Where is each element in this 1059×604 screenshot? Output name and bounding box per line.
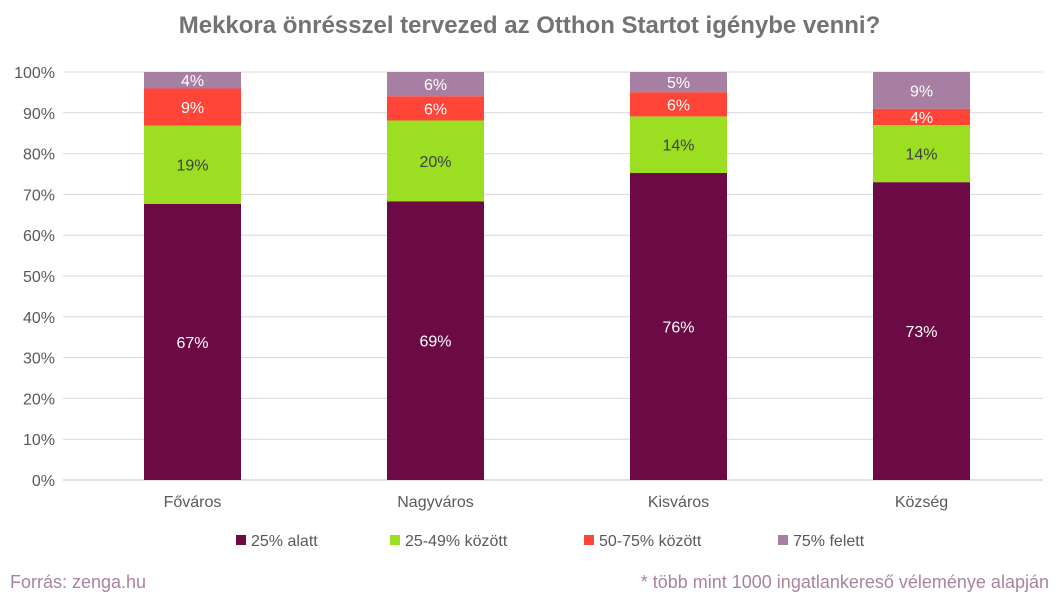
data-label: 67%: [176, 335, 208, 352]
data-label: 9%: [910, 83, 933, 100]
x-tick-label: Nagyváros: [397, 494, 473, 511]
bar-segment: [144, 125, 241, 204]
bar-segment: [144, 72, 241, 89]
y-tick-label: 70%: [23, 187, 55, 204]
bar-segment: [630, 116, 727, 173]
y-tick-label: 80%: [23, 147, 55, 164]
legend-label: 25-49% között: [405, 533, 508, 550]
y-tick-label: 20%: [23, 391, 55, 408]
y-tick-label: 30%: [23, 351, 55, 368]
x-tick-label: Község: [895, 494, 948, 511]
bar-segment: [144, 88, 241, 126]
bar-segment: [387, 72, 484, 97]
data-label: 6%: [667, 97, 690, 114]
data-label: 9%: [181, 100, 204, 117]
legend-label: 75% felett: [793, 533, 865, 550]
y-tick-label: 10%: [23, 432, 55, 449]
data-label: 5%: [667, 75, 690, 92]
bar-segment: [387, 201, 484, 480]
legend-label: 25% alatt: [251, 533, 318, 550]
x-tick-label: Főváros: [164, 494, 222, 511]
bar-segment: [873, 125, 970, 183]
y-tick-label: 60%: [23, 228, 55, 245]
data-label: 6%: [424, 101, 447, 118]
data-label: 6%: [424, 77, 447, 94]
legend-swatch: [584, 535, 594, 545]
x-tick-label: Kisváros: [648, 494, 709, 511]
bar-segment: [873, 182, 970, 480]
data-label: 4%: [910, 110, 933, 127]
data-label: 20%: [419, 154, 451, 171]
data-label: 69%: [419, 334, 451, 351]
bar-segment: [630, 172, 727, 480]
y-tick-label: 90%: [23, 106, 55, 123]
bar-segment: [144, 203, 241, 480]
legend-swatch: [778, 535, 788, 545]
y-tick-label: 40%: [23, 310, 55, 327]
legend-swatch: [390, 535, 400, 545]
data-label: 73%: [905, 324, 937, 341]
legend-swatch: [236, 535, 246, 545]
chart-title: Mekkora önrésszel tervezed az Otthon Sta…: [178, 12, 881, 39]
bar-segment: [387, 96, 484, 121]
bar-segment: [387, 120, 484, 202]
y-tick-label: 100%: [14, 65, 55, 82]
footnote-text: * több mint 1000 ingatlankereső vélemény…: [640, 572, 1049, 592]
bar-segment: [873, 72, 970, 109]
data-label: 19%: [176, 158, 208, 175]
bar-segment: [873, 108, 970, 126]
data-label: 14%: [905, 147, 937, 164]
y-tick-label: 0%: [32, 473, 55, 490]
data-label: 76%: [662, 319, 694, 336]
y-tick-label: 50%: [23, 269, 55, 286]
bar-segment: [630, 92, 727, 117]
data-label: 4%: [181, 73, 204, 90]
bar-segment: [630, 72, 727, 93]
legend-label: 50-75% között: [599, 533, 702, 550]
data-label: 14%: [662, 138, 694, 155]
source-text: Forrás: zenga.hu: [10, 572, 147, 592]
